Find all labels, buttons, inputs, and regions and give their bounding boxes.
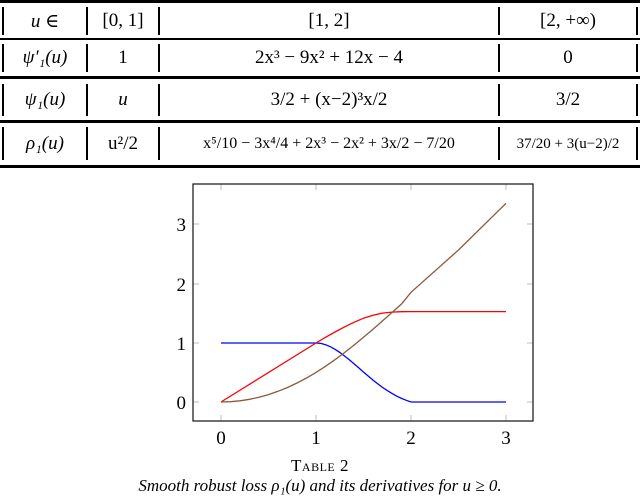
cell: 3/2	[555, 88, 581, 110]
y-tick-label: 2	[177, 275, 187, 296]
caption: Smooth robust loss ρ₁(u) and its derivat…	[138, 476, 502, 495]
row-label-psi: ψ₁(u)	[24, 88, 66, 110]
plot-frame	[192, 183, 534, 422]
y-tick-label: 0	[177, 393, 187, 414]
tick-marks	[193, 184, 533, 421]
cell: u²/2	[108, 133, 138, 154]
cell: 2x³ − 9x² + 12x − 4	[254, 47, 404, 68]
table-number: Table 2	[291, 456, 349, 475]
x-tick-label: 1	[311, 428, 321, 449]
header-interval-2-inf: [2, +∞)	[540, 10, 596, 31]
y-tick-label: 1	[177, 334, 187, 355]
header-interval-1-2: [1, 2]	[308, 10, 350, 31]
x-tick-label: 2	[406, 428, 416, 449]
table-rule	[0, 120, 640, 123]
table-rule	[0, 38, 640, 40]
cell: u	[118, 88, 128, 110]
cell: 0	[563, 47, 573, 68]
x-tick-label: 3	[501, 428, 511, 449]
header-interval-0-1: [0, 1]	[102, 10, 144, 31]
cell: 3/2 + (x−2)³x/2	[270, 88, 388, 110]
row-label-rho: ρ₁(u)	[26, 133, 64, 154]
axis-labels: 0 1 2 3 0 1 2 3	[177, 215, 511, 449]
cell: 1	[118, 47, 128, 68]
rho-curve	[220, 202, 507, 403]
row-label-psi-prime: ψ′₁(u)	[22, 47, 68, 68]
table-bottom-rule	[0, 165, 640, 168]
cell: x⁵/10 − 3x⁴/4 + 2x³ − 2x² + 3x/2 − 7/20	[203, 135, 455, 152]
psi-curve	[220, 310, 506, 403]
header-variable: u ∈	[30, 10, 60, 32]
x-tick-label: 0	[216, 428, 226, 449]
y-tick-label: 3	[177, 215, 187, 236]
psi-prime-curve	[221, 342, 506, 403]
cell: 37/20 + 3(u−2)/2	[516, 135, 620, 152]
table-top-rule	[0, 0, 640, 3]
table-rule	[0, 76, 640, 79]
